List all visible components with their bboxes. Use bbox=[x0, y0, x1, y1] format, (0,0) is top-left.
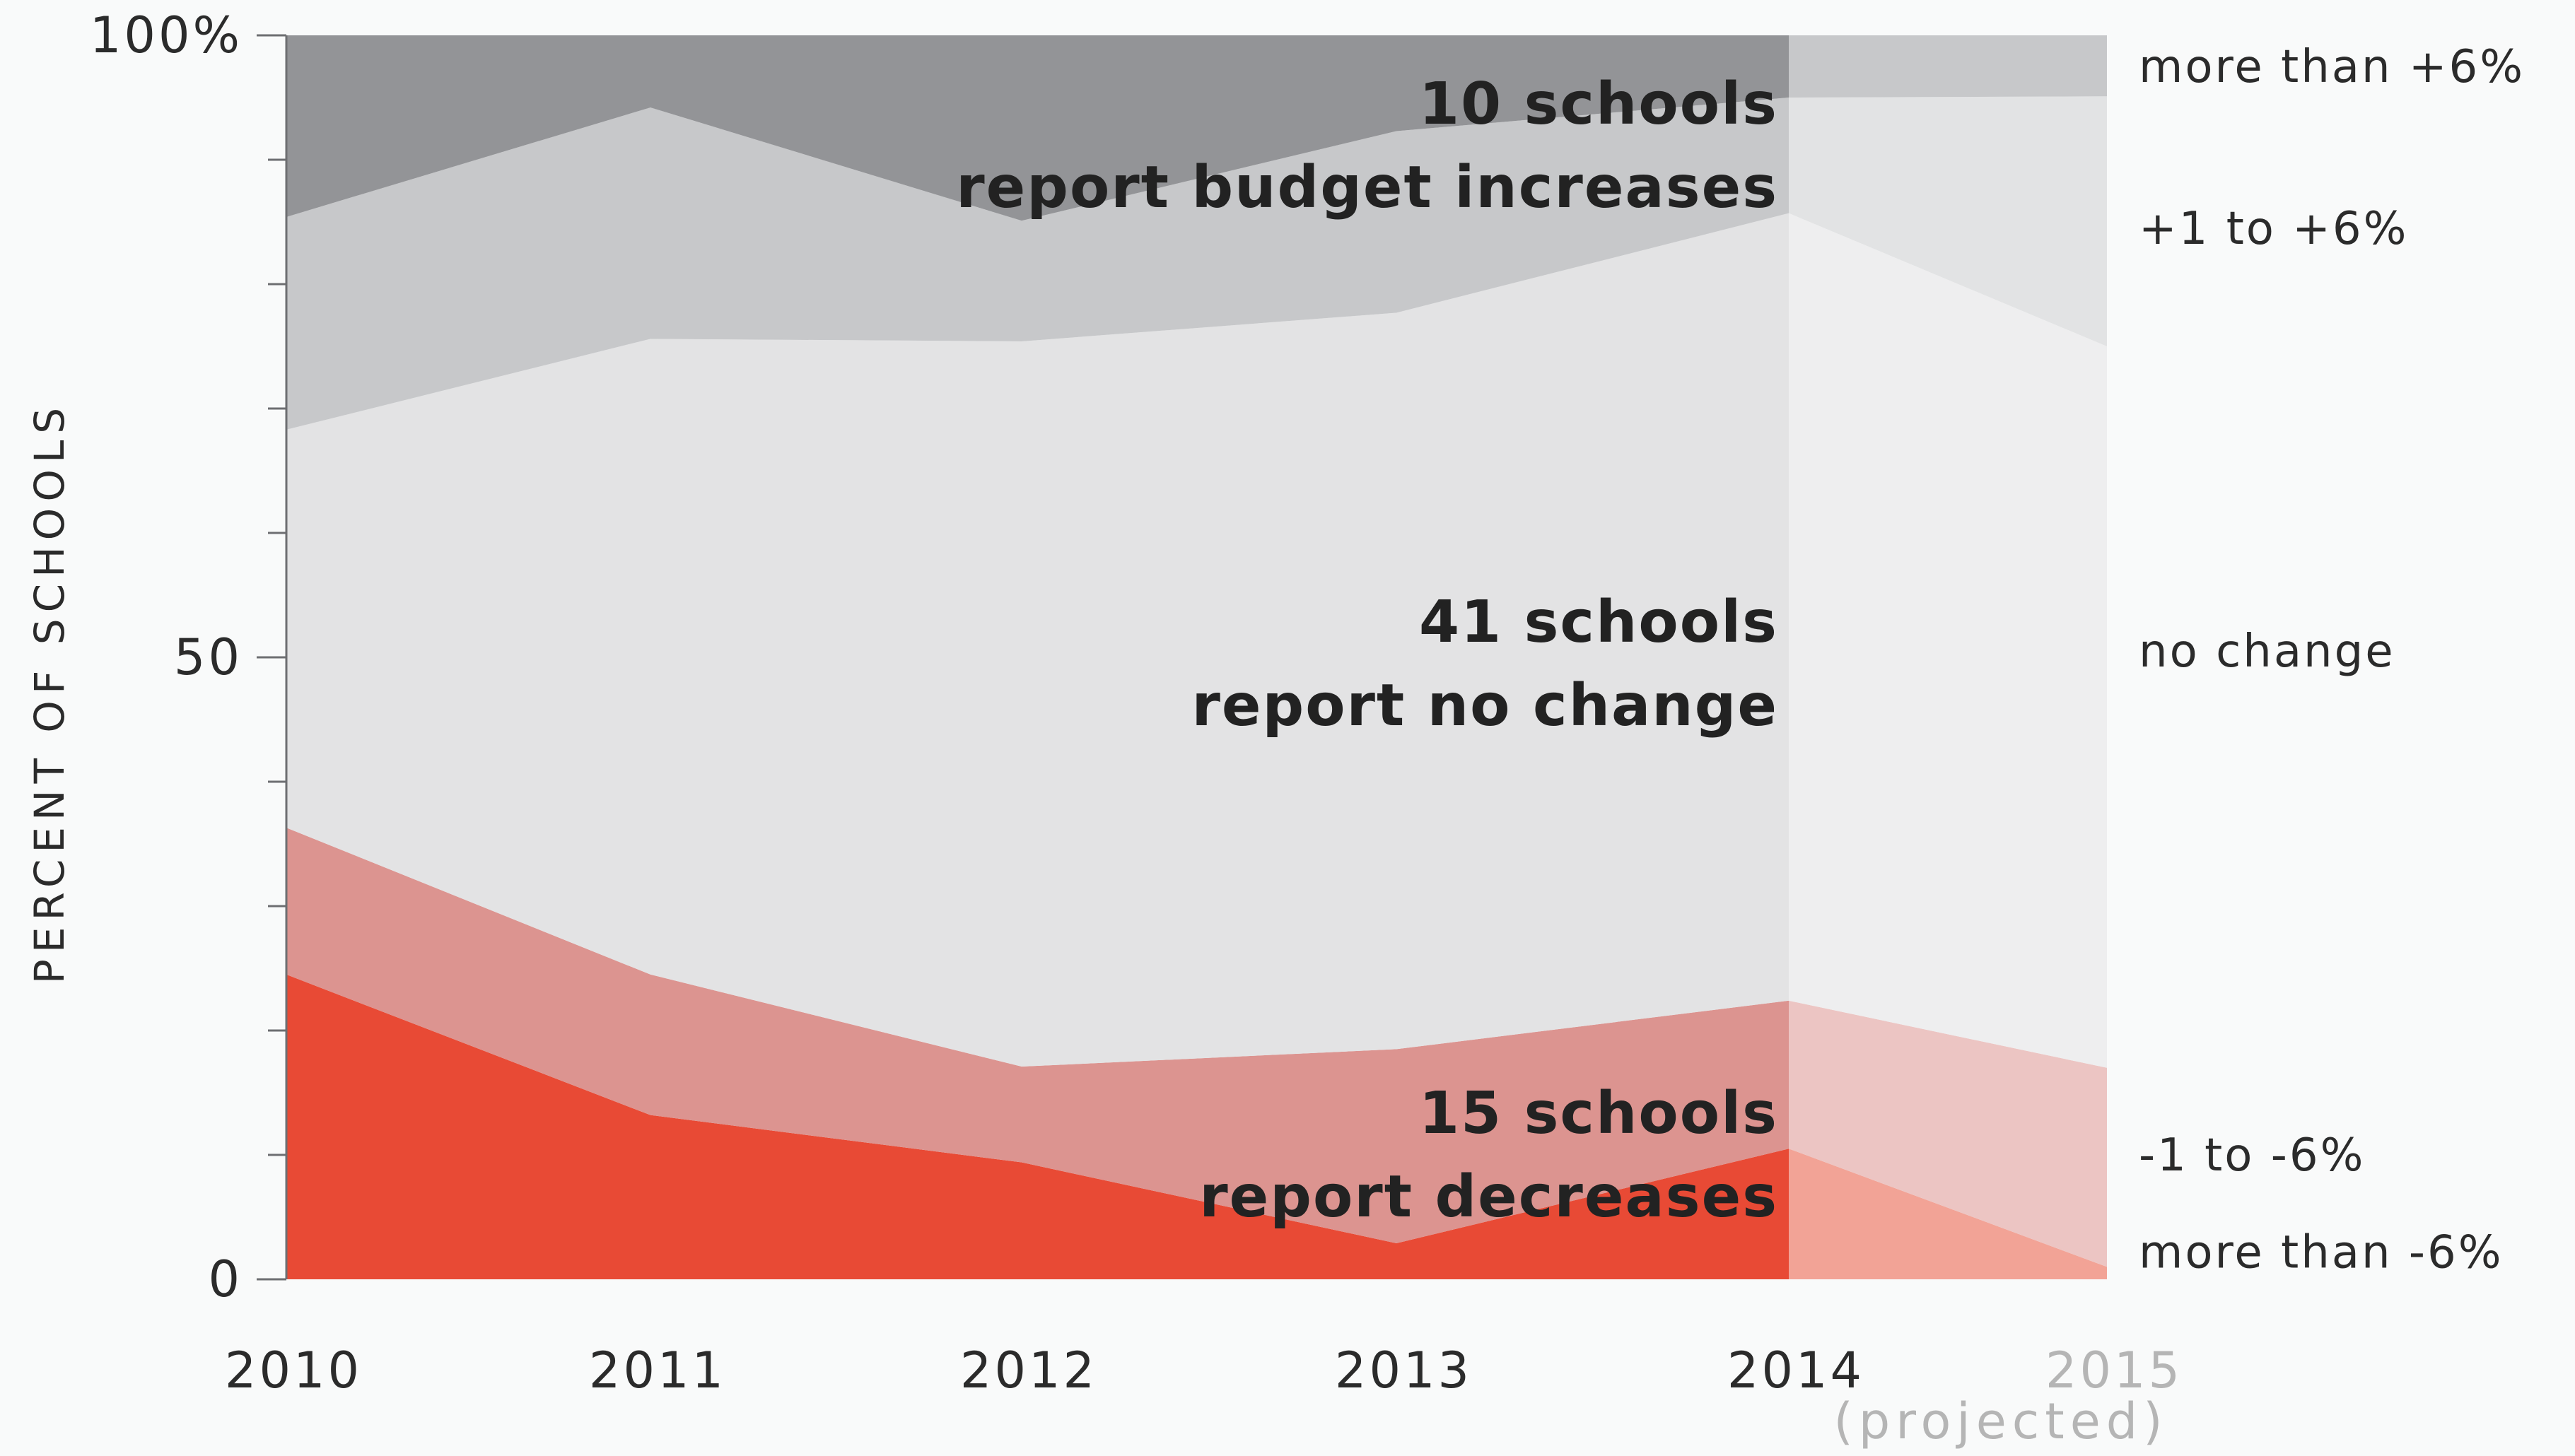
area-projected-no-change bbox=[1789, 213, 2107, 1068]
area-no-change bbox=[286, 213, 1789, 1067]
band-labels: more than -6% -1 to -6% no change +1 to +6%… bbox=[2139, 41, 2525, 1279]
y-tick-label: 50 bbox=[174, 628, 243, 686]
x-tick-sublabel: (projected) bbox=[1833, 1392, 2168, 1450]
y-axis: 0 50 100% bbox=[90, 6, 288, 1308]
area-more-than-6- bbox=[286, 974, 1789, 1279]
area-projected--1-to-6- bbox=[1789, 96, 2107, 347]
band-label: more than +6% bbox=[2139, 41, 2525, 93]
x-axis-labels: 2010 2011 2012 2013 2014 2015(projected) bbox=[225, 1341, 2183, 1450]
y-tick-label: 100% bbox=[90, 6, 243, 64]
area-projected--1-to-6- bbox=[1789, 1000, 2107, 1267]
x-tick-label: 2011 bbox=[589, 1341, 726, 1399]
x-tick-label: 2015 bbox=[2045, 1341, 2183, 1399]
band-label: no change bbox=[2139, 626, 2395, 678]
stacked-areas bbox=[286, 35, 2107, 1279]
area-more-than-6- bbox=[286, 35, 1789, 221]
annotation-text: report budget increases bbox=[956, 154, 1778, 221]
y-tick-label: 0 bbox=[208, 1250, 243, 1308]
annotations: 10 schools report budget increases 41 scho… bbox=[956, 71, 1778, 1231]
x-tick-label: 2012 bbox=[960, 1341, 1097, 1399]
y-axis-title: PERCENT OF SCHOOLS bbox=[25, 401, 74, 984]
area--1-to-6- bbox=[286, 98, 1789, 430]
area-projected-more-than-6- bbox=[1789, 35, 2107, 98]
annotation-text: report no change bbox=[1191, 672, 1778, 739]
x-tick-label: 2010 bbox=[225, 1341, 362, 1399]
x-tick-label: 2013 bbox=[1335, 1341, 1472, 1399]
band-label: +1 to +6% bbox=[2139, 203, 2408, 255]
annotation-text: report decreases bbox=[1199, 1163, 1778, 1231]
x-tick-label: 2014 bbox=[1727, 1341, 1864, 1399]
band-label: more than -6% bbox=[2139, 1226, 2504, 1279]
annotation-text: 41 schools bbox=[1419, 589, 1778, 656]
area-projected-more-than-6- bbox=[1789, 1149, 2107, 1279]
annotation-text: 15 schools bbox=[1419, 1080, 1778, 1147]
area--1-to-6- bbox=[286, 828, 1789, 1243]
annotation-text: 10 schools bbox=[1419, 71, 1778, 138]
band-label: -1 to -6% bbox=[2139, 1129, 2365, 1182]
